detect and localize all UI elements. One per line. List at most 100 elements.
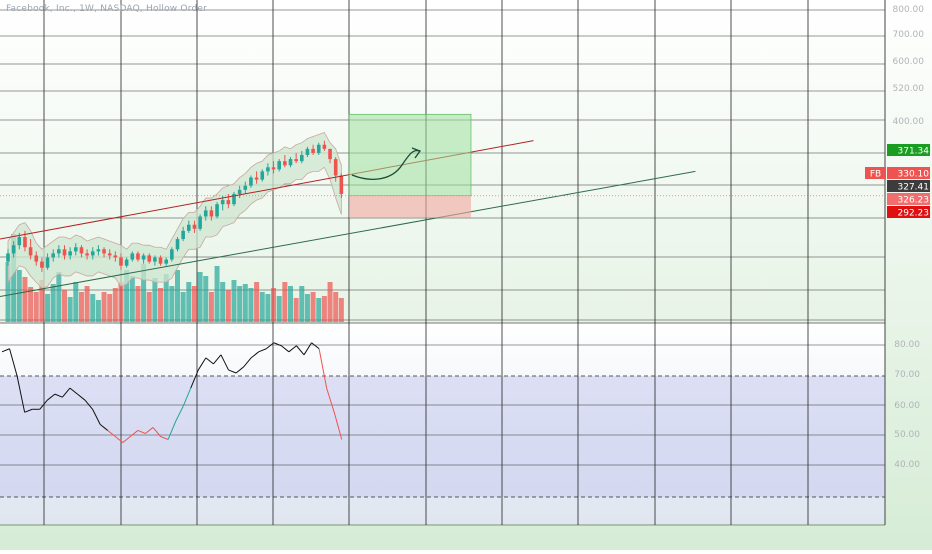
rsi-segment bbox=[190, 369, 199, 389]
rsi-segment bbox=[145, 427, 154, 434]
rsi-segment bbox=[220, 354, 229, 371]
volume-bar bbox=[107, 294, 113, 322]
rsi-line bbox=[1, 342, 343, 443]
candle-body bbox=[288, 159, 293, 166]
last-price-badge: 330.10 bbox=[898, 170, 930, 180]
volume-bar bbox=[282, 282, 288, 322]
volume-bar bbox=[124, 270, 130, 322]
cloud-area bbox=[7, 131, 342, 289]
volume-bar bbox=[11, 234, 17, 322]
candle-body bbox=[130, 253, 135, 260]
rsi-segment bbox=[137, 429, 146, 434]
volume-bar bbox=[338, 298, 344, 322]
candle-body bbox=[45, 257, 50, 268]
candle-body bbox=[181, 230, 185, 240]
target-price-badge-bg bbox=[887, 144, 930, 156]
rsi-segment bbox=[130, 430, 139, 437]
volume-bar bbox=[231, 280, 237, 322]
channel-cloud bbox=[7, 131, 342, 289]
projection-arrow bbox=[351, 150, 421, 180]
candle-body bbox=[333, 159, 338, 176]
stop-zone bbox=[349, 195, 471, 218]
volume-bar bbox=[293, 298, 299, 322]
candle-body bbox=[51, 253, 55, 258]
candle-body bbox=[254, 177, 259, 180]
candle-body bbox=[17, 237, 22, 246]
volume-bar bbox=[67, 297, 73, 322]
volume-bar bbox=[237, 286, 243, 322]
rsi-segment bbox=[84, 399, 93, 410]
volume-bar bbox=[316, 298, 322, 322]
candle-body bbox=[102, 249, 106, 254]
candle-body bbox=[209, 210, 214, 217]
lower-channel-line bbox=[0, 170, 696, 297]
candle-body bbox=[294, 159, 298, 162]
candle-body bbox=[119, 257, 123, 266]
rsi-segment bbox=[326, 387, 335, 413]
candle-body bbox=[192, 224, 197, 229]
volume-bars bbox=[5, 234, 344, 322]
rsi-segment bbox=[288, 345, 297, 353]
candle-body bbox=[215, 204, 219, 217]
rsi-tick-label: 40.00 bbox=[894, 460, 920, 470]
volume-bar bbox=[152, 278, 158, 322]
candle-body bbox=[339, 175, 344, 194]
volume-bar bbox=[248, 288, 254, 322]
candle-body bbox=[40, 261, 44, 268]
candle-body bbox=[57, 249, 61, 254]
rsi-segment bbox=[228, 369, 237, 374]
stop-price-badge-bg bbox=[887, 193, 930, 205]
volume-bar bbox=[327, 282, 333, 322]
candle-body bbox=[79, 247, 84, 254]
rsi-segment bbox=[54, 393, 63, 398]
candles bbox=[6, 140, 344, 272]
volume-bar bbox=[271, 288, 277, 322]
price-tick-label: 400.00 bbox=[893, 117, 925, 127]
position-box bbox=[0, 113, 885, 218]
rsi-segment bbox=[99, 424, 109, 431]
candle-body bbox=[164, 259, 168, 264]
price-tick-label: 520.00 bbox=[893, 84, 925, 94]
rsi-segment bbox=[205, 357, 214, 365]
volume-bar bbox=[16, 270, 22, 322]
volume-bar bbox=[333, 292, 339, 322]
rsi-tick-label: 80.00 bbox=[894, 340, 920, 350]
candle-body bbox=[113, 255, 118, 258]
rsi-tick-label: 60.00 bbox=[894, 401, 920, 411]
candle-body bbox=[175, 239, 180, 250]
rsi-segment bbox=[16, 375, 26, 413]
volume-bar bbox=[146, 292, 152, 322]
candle-body bbox=[266, 167, 270, 172]
candle-body bbox=[68, 251, 72, 256]
low-price-badge: 292.23 bbox=[898, 209, 930, 219]
volume-bar bbox=[90, 294, 96, 322]
volume-bar bbox=[22, 277, 28, 322]
volume-bar bbox=[62, 290, 67, 322]
volume-bar bbox=[118, 282, 124, 322]
symbol-title: Facebook, Inc., 1W, NASDAQ, Hollow Order bbox=[6, 4, 208, 14]
volume-bar bbox=[129, 276, 135, 322]
volume-bar bbox=[73, 282, 79, 322]
volume-bar bbox=[39, 280, 45, 322]
rsi-segment bbox=[311, 342, 320, 350]
volume-bar bbox=[186, 282, 192, 322]
rsi-segment bbox=[122, 436, 131, 443]
rsi-segment bbox=[213, 354, 222, 365]
rsi-segment bbox=[318, 348, 328, 389]
volume-bar bbox=[112, 288, 118, 322]
volume-bar bbox=[208, 292, 214, 322]
volume-bar bbox=[214, 266, 220, 322]
volume-bar bbox=[254, 282, 260, 322]
candle-body bbox=[316, 144, 321, 153]
volume-bar bbox=[169, 286, 175, 322]
rsi-segment bbox=[235, 366, 244, 374]
candle-body bbox=[305, 148, 310, 155]
volume-bar bbox=[101, 292, 107, 322]
volume-bar bbox=[28, 287, 34, 322]
rsi-segment bbox=[182, 387, 192, 407]
rsi-segment bbox=[250, 351, 260, 359]
volume-bar bbox=[163, 274, 169, 322]
volume-bar bbox=[158, 288, 164, 322]
